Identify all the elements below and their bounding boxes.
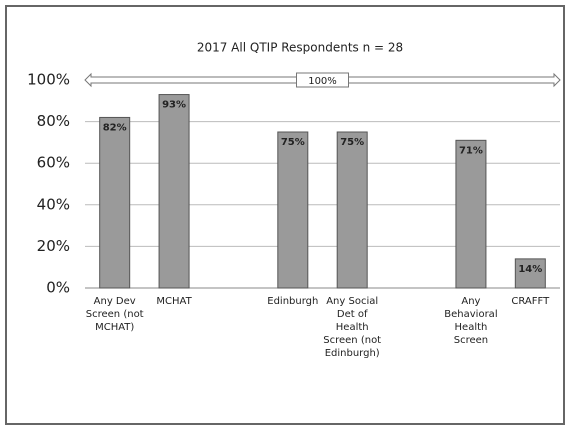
y-tick-label: 80% bbox=[37, 112, 70, 130]
x-tick-label: CRAFFT bbox=[511, 296, 550, 307]
y-tick-label: 100% bbox=[27, 71, 70, 89]
chart-title: 2017 All QTIP Respondents n = 28 bbox=[197, 41, 403, 55]
bar bbox=[99, 116, 131, 289]
x-tick-label: Any Dev Screen (not MCHAT) bbox=[85, 296, 144, 333]
y-tick-label: 60% bbox=[37, 154, 70, 172]
bar bbox=[336, 131, 368, 289]
annotation-box bbox=[296, 72, 349, 88]
data-label: 82% bbox=[103, 122, 127, 133]
bar bbox=[455, 139, 487, 289]
x-tick-label: MCHAT bbox=[156, 296, 192, 307]
y-tick-label: 40% bbox=[37, 195, 70, 213]
data-label: 14% bbox=[518, 264, 542, 275]
data-label: 93% bbox=[162, 100, 186, 111]
data-label: 75% bbox=[281, 137, 305, 148]
data-label: 71% bbox=[459, 145, 483, 156]
data-label: 75% bbox=[340, 137, 364, 148]
annotation-text: 100% bbox=[308, 76, 337, 87]
x-tick-label: Any Behavioral Health Screen bbox=[444, 296, 498, 346]
x-tick-label: Edinburgh bbox=[267, 296, 319, 307]
bar bbox=[277, 131, 309, 289]
y-tick-label: 0% bbox=[46, 279, 70, 297]
x-tick-label: Any Social Det of Health Screen (not Edi… bbox=[323, 296, 382, 359]
bar bbox=[158, 94, 190, 289]
bar bbox=[514, 258, 546, 289]
y-tick-label: 20% bbox=[37, 237, 70, 255]
